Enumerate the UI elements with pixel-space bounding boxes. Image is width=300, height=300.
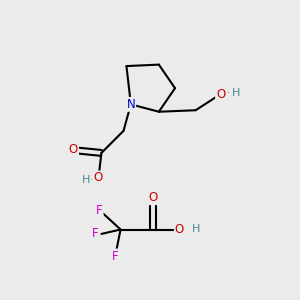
Text: O: O: [69, 142, 78, 156]
Text: O: O: [175, 223, 184, 236]
Text: ·: ·: [91, 175, 94, 185]
Text: H: H: [191, 224, 200, 234]
Text: O: O: [216, 88, 225, 100]
Text: F: F: [92, 227, 99, 240]
Text: ·: ·: [227, 88, 230, 98]
Text: H: H: [82, 175, 90, 185]
Text: O: O: [148, 191, 158, 204]
Text: F: F: [112, 250, 119, 262]
Text: H: H: [232, 88, 240, 98]
Text: N: N: [127, 98, 135, 111]
Text: F: F: [96, 204, 103, 217]
Text: O: O: [94, 172, 103, 184]
